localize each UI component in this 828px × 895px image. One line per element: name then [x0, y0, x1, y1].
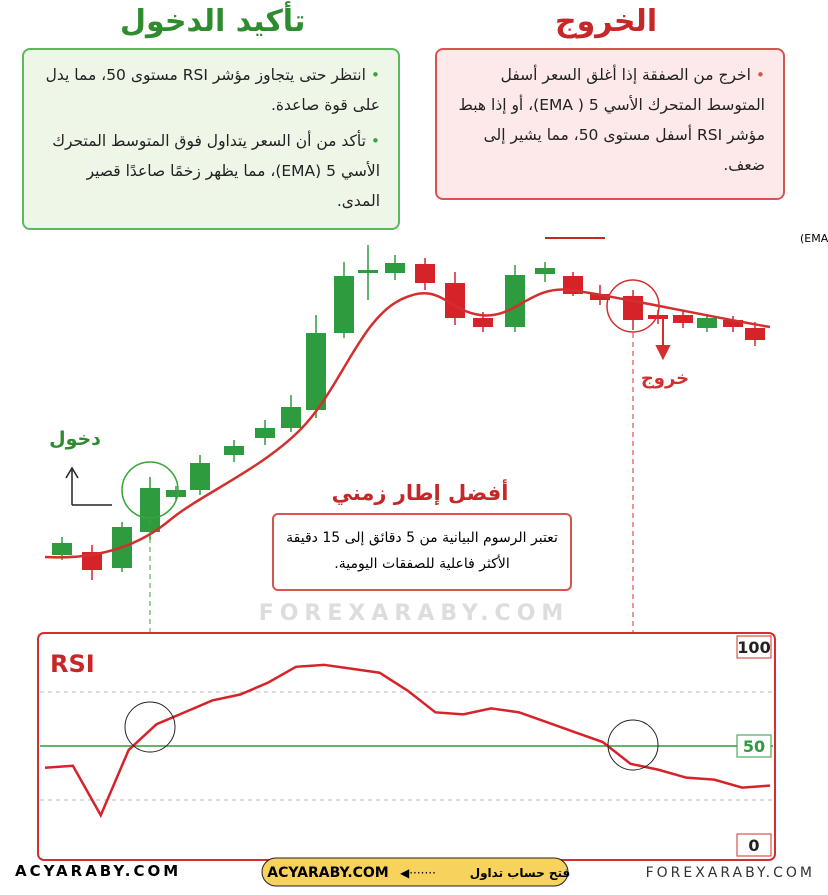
candle-body [140, 488, 160, 532]
rsi-entry-circle [124, 701, 176, 753]
candle-body [385, 263, 405, 273]
candle-body [697, 318, 717, 328]
timeframe-title: أفضل إطار زمني [332, 478, 509, 505]
rsi-level-label: 50 [743, 737, 765, 756]
candle-body [224, 446, 244, 455]
candle-body [723, 320, 743, 327]
entry-box: انتظر حتى يتجاوز مؤشر RSI مستوى 50، مما … [22, 48, 400, 230]
entry-title: تأكيد الدخول [120, 4, 306, 39]
rsi-level-box [736, 635, 772, 659]
rsi-level-box [736, 734, 772, 758]
candle-body [415, 264, 435, 283]
candle-body [673, 315, 693, 323]
exit-title: الخروج [555, 4, 658, 39]
entry-bullet: تأكد من أن السعر يتداول فوق المتوسط المت… [42, 126, 380, 216]
candle-body [505, 275, 525, 327]
cta-dots: ◀······· [400, 866, 436, 880]
watermark: FOREXARABY.COM [259, 601, 570, 626]
candle-body [745, 328, 765, 340]
timeframe-box: تعتبر الرسوم البيانية من 5 دقائق إلى 15 … [272, 513, 572, 591]
rsi-title: RSI [50, 650, 95, 678]
candle-body [358, 270, 378, 273]
candle-body [535, 268, 555, 274]
candle-body [473, 318, 493, 327]
exit-arrow [655, 318, 671, 361]
ema-line [44, 288, 771, 559]
exit-box: اخرج من الصفقة إذا أغلق السعر أسفل المتو… [435, 48, 785, 200]
cta-site: ACYARABY.COM [267, 865, 389, 881]
footer-brand: FOREXARABY.COM [646, 865, 815, 881]
rsi-exit-circle [607, 719, 659, 771]
rsi-line [44, 663, 771, 819]
candle-body [306, 333, 326, 410]
exit-circle [606, 279, 660, 333]
footer-site: ACYARABY.COM [15, 862, 181, 880]
entry-bullet: انتظر حتى يتجاوز مؤشر RSI مستوى 50، مما … [42, 60, 380, 120]
cta-button[interactable] [261, 857, 569, 887]
entry-circle [121, 461, 179, 519]
candle-body [255, 428, 275, 438]
candle-body [281, 407, 301, 428]
rsi-level-label: 100 [737, 638, 770, 657]
legend-text: المتوسط المتحرك الأسي 5 (EMA) [800, 231, 828, 245]
rsi-plot: 0 50 100 [40, 635, 773, 857]
candle-body [648, 315, 668, 319]
candle-body [52, 543, 72, 555]
candle-body [166, 490, 186, 497]
cta-text: فتح حساب تداول [470, 866, 571, 881]
entry-arrow [65, 466, 112, 506]
rsi-level-box [736, 833, 772, 857]
entry-label: دخول [49, 428, 101, 450]
candle-body [190, 463, 210, 490]
candle-body [590, 294, 610, 300]
candle-body [334, 276, 354, 333]
exit-label: خروج [641, 368, 689, 389]
exit-bullet: اخرج من الصفقة إذا أغلق السعر أسفل المتو… [455, 60, 765, 180]
rsi-level-label: 0 [748, 836, 759, 855]
